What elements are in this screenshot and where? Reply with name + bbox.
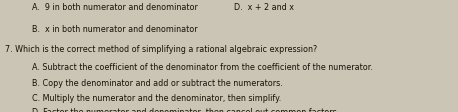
Text: A. Subtract the coefficient of the denominator from the coefficient of the numer: A. Subtract the coefficient of the denom…	[32, 63, 373, 72]
Text: C. Multiply the numerator and the denominator, then simplify.: C. Multiply the numerator and the denomi…	[32, 93, 281, 102]
Text: D. Factor the numerator and denominator, then cancel out common factors.: D. Factor the numerator and denominator,…	[32, 108, 339, 112]
Text: A.  9 in both numerator and denominator: A. 9 in both numerator and denominator	[32, 3, 198, 12]
Text: B.  x in both numerator and denominator: B. x in both numerator and denominator	[32, 25, 198, 34]
Text: B. Copy the denominator and add or subtract the numerators.: B. Copy the denominator and add or subtr…	[32, 78, 283, 87]
Text: 7. Which is the correct method of simplifying a rational algebraic expression?: 7. Which is the correct method of simpli…	[5, 45, 317, 54]
Text: D.  x + 2 and x: D. x + 2 and x	[234, 3, 294, 12]
